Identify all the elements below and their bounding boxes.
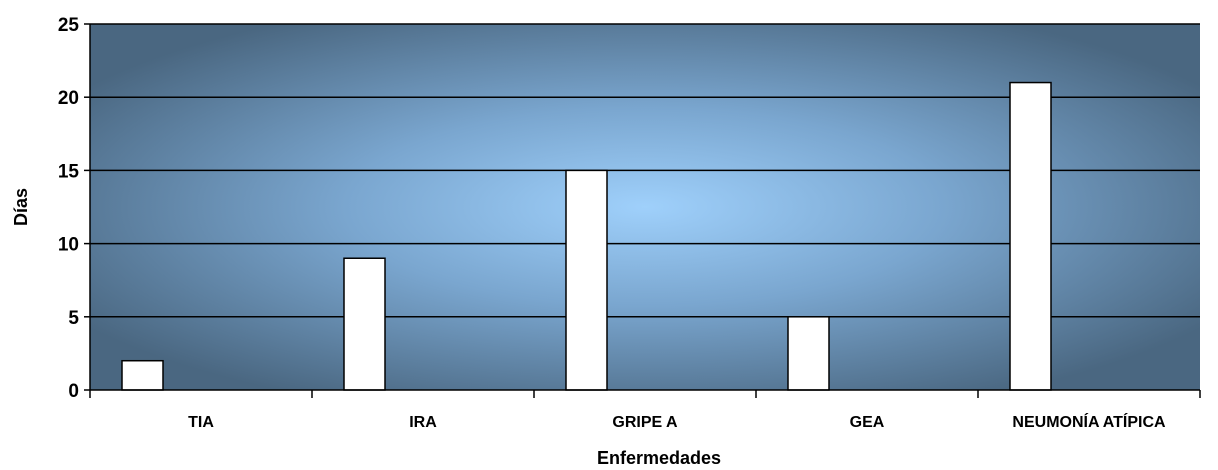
x-tick-label-4: NEUMONÍA ATÍPICA — [1012, 412, 1166, 431]
bar-gea — [787, 316, 830, 391]
bar-neumon-a-at-pica — [1009, 81, 1052, 391]
axes — [84, 23, 1201, 398]
y-tick-labels: 0 5 10 15 20 25 — [58, 15, 80, 402]
x-tick-label-3: GEA — [850, 414, 885, 431]
bars — [121, 81, 1052, 391]
bar-tia — [121, 359, 164, 391]
y-tick-label-10: 10 — [58, 235, 79, 256]
y-axis-title: Días — [11, 188, 31, 226]
x-tick-labels: TIA IRA GRIPE A GEA NEUMONÍA ATÍPICA — [188, 412, 1166, 431]
x-tick-label-1: IRA — [409, 414, 437, 431]
x-axis-title: Enfermedades — [597, 448, 721, 468]
y-tick-label-5: 5 — [68, 308, 79, 329]
y-tick-label-15: 15 — [58, 161, 80, 182]
bar-ira — [343, 257, 386, 391]
x-tick-label-2: GRIPE A — [612, 414, 678, 431]
x-tick-label-0: TIA — [188, 414, 214, 431]
y-tick-label-25: 25 — [58, 15, 80, 36]
bar-gripe-a — [565, 169, 608, 391]
y-tick-label-0: 0 — [68, 381, 79, 402]
y-tick-label-20: 20 — [58, 88, 79, 109]
